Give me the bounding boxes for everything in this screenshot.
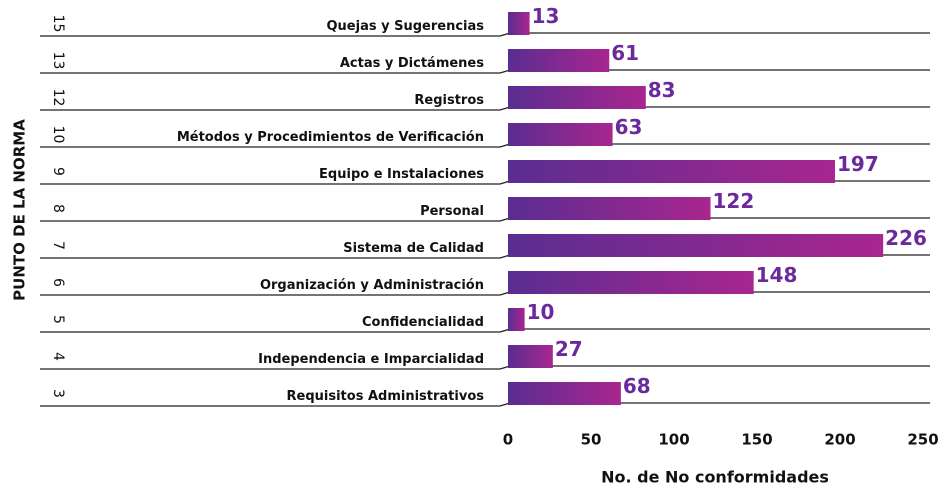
bar [508, 49, 610, 72]
bar [508, 382, 621, 405]
bar [508, 12, 530, 35]
row-number: 10 [50, 126, 66, 144]
row-number: 8 [50, 204, 66, 213]
category-label: Equipo e Instalaciones [319, 167, 484, 182]
category-label: Métodos y Procedimientos de Verificación [177, 130, 484, 145]
row-number: 4 [50, 352, 66, 361]
value-label: 122 [713, 189, 755, 213]
row-line [40, 32, 930, 37]
category-label: Sistema de Calidad [343, 241, 484, 256]
value-label: 68 [623, 374, 651, 398]
category-label: Quejas y Sugerencias [326, 19, 484, 34]
bar [508, 197, 711, 220]
value-label: 13 [532, 4, 560, 28]
row-line [40, 291, 930, 296]
bar [508, 234, 884, 257]
value-label: 63 [615, 115, 643, 139]
row-number: 12 [50, 89, 66, 107]
row-number: 6 [50, 278, 66, 287]
row-line [40, 328, 930, 333]
bar [508, 271, 754, 294]
bar [508, 345, 553, 368]
row-number: 13 [50, 52, 66, 70]
row-number: 5 [50, 315, 66, 324]
x-tick-label: 250 [907, 431, 938, 449]
row-line [40, 143, 930, 148]
x-tick-label: 150 [741, 431, 772, 449]
value-label: 10 [527, 300, 555, 324]
x-tick-label: 0 [503, 431, 513, 449]
value-label: 226 [885, 226, 927, 250]
value-label: 61 [611, 41, 639, 65]
row-line [40, 365, 930, 370]
row-number: 9 [50, 167, 66, 176]
x-tick-label: 50 [581, 431, 602, 449]
x-tick-label: 200 [824, 431, 855, 449]
y-axis-title: PUNTO DE LA NORMA [11, 119, 29, 301]
bar [508, 160, 836, 183]
bar [508, 86, 646, 109]
row-line [40, 69, 930, 74]
row-line [40, 106, 930, 111]
category-label: Independencia e Imparcialidad [258, 352, 484, 367]
category-label: Requisitos Administrativos [287, 389, 485, 404]
row-line [40, 217, 930, 222]
value-label: 27 [555, 337, 583, 361]
category-label: Personal [420, 204, 484, 219]
category-label: Organización y Administración [260, 278, 484, 293]
bar [508, 308, 525, 331]
value-label: 83 [648, 78, 676, 102]
category-label: Confidencialidad [362, 315, 484, 330]
value-label: 148 [756, 263, 798, 287]
x-axis-title: No. de No conformidades [601, 468, 829, 487]
bar [508, 123, 613, 146]
row-number: 7 [50, 241, 66, 250]
row-number: 15 [50, 15, 66, 33]
category-label: Registros [414, 93, 484, 108]
value-label: 197 [837, 152, 879, 176]
x-tick-label: 100 [658, 431, 689, 449]
row-number: 3 [50, 389, 66, 398]
row-line [40, 402, 930, 407]
category-label: Actas y Dictámenes [340, 56, 484, 71]
